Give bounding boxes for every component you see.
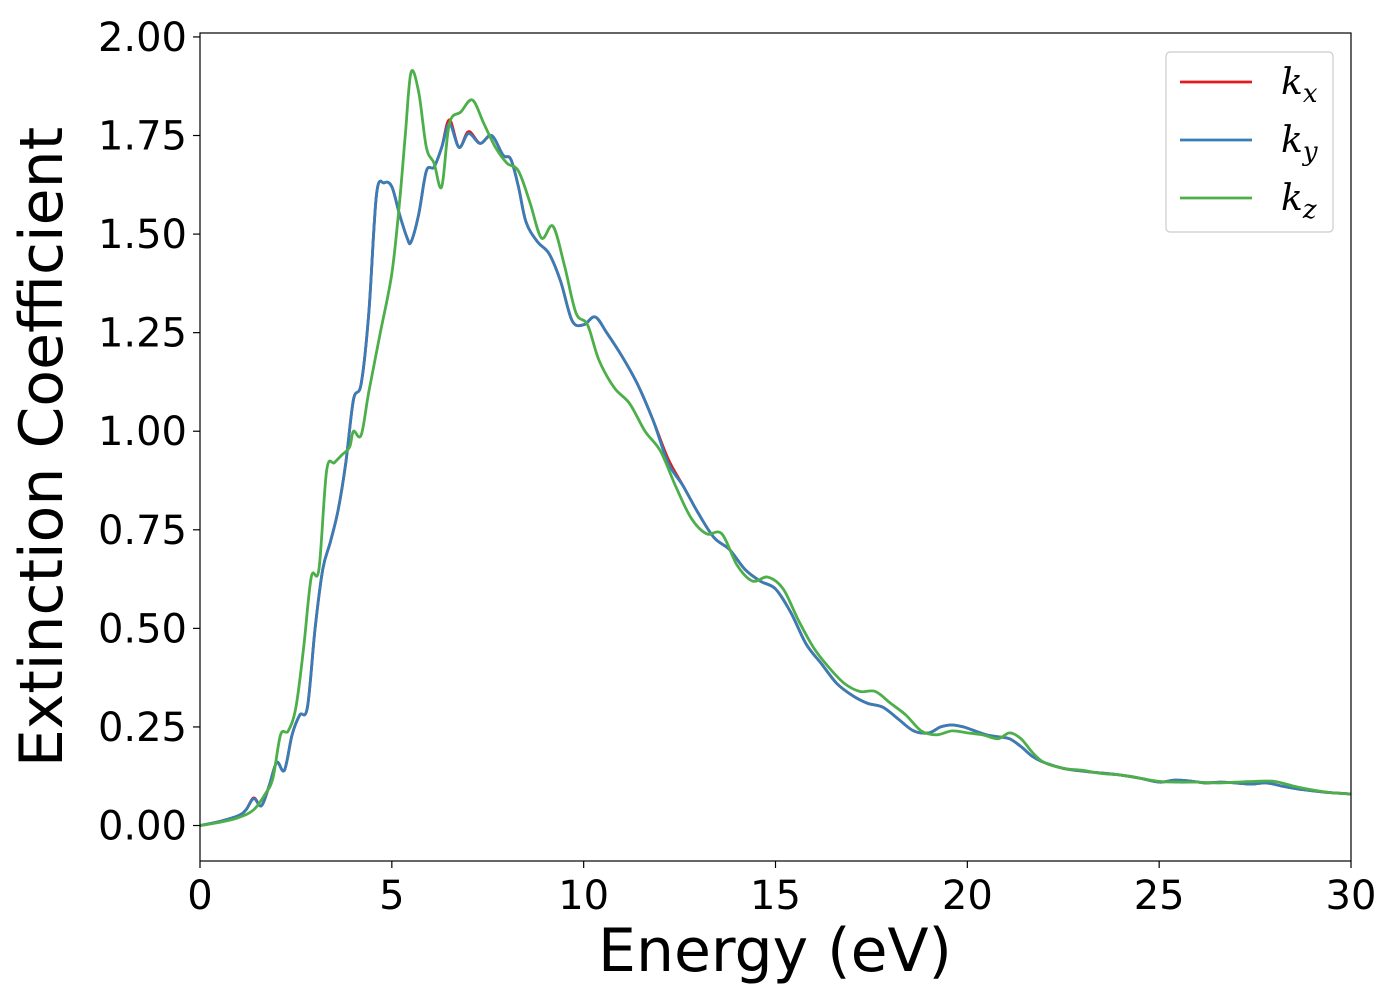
y-tick-label: 1.00 — [98, 409, 187, 455]
legend-label-ky: ky — [1281, 120, 1318, 167]
series-line-kz — [200, 69, 1351, 827]
x-axis-title: Energy (eV) — [598, 916, 952, 986]
x-axis: 0 5 10 15 20 25 30 — [187, 861, 1376, 919]
x-tick-label: 25 — [1134, 873, 1185, 919]
y-tick-label: 0.75 — [98, 508, 187, 554]
legend-label-kz: kz — [1281, 178, 1317, 225]
legend-label-base: k — [1281, 178, 1303, 219]
y-tick-label: 0.50 — [98, 606, 187, 652]
y-tick-label: 2.00 — [98, 15, 187, 61]
x-tick-label: 0 — [187, 873, 212, 919]
y-axis: 0.00 0.25 0.50 0.75 1.00 1.25 1.50 1.75 2.00 — [98, 15, 200, 850]
legend-label-kx: kx — [1281, 62, 1318, 109]
x-tick-label: 5 — [379, 873, 404, 919]
x-tick-label: 10 — [558, 873, 609, 919]
y-tick-label: 1.25 — [98, 311, 187, 357]
y-tick-label: 1.50 — [98, 212, 187, 258]
x-tick-label: 30 — [1326, 873, 1377, 919]
y-tick-label: 1.75 — [98, 114, 187, 160]
legend-label-base: k — [1281, 120, 1303, 161]
legend-label-subscript: x — [1303, 79, 1318, 109]
legend-box — [1165, 51, 1334, 233]
legend-label-subscript: y — [1302, 137, 1318, 167]
y-axis-title: Extinction Coefficient — [7, 127, 77, 767]
legend-label-base: k — [1281, 62, 1303, 103]
y-tick-label: 0.00 — [98, 804, 187, 850]
series-layer — [200, 69, 1351, 827]
y-tick-label: 0.25 — [98, 705, 187, 751]
legend-label-subscript: z — [1302, 195, 1317, 225]
x-tick-label: 15 — [750, 873, 801, 919]
x-tick-label: 20 — [942, 873, 993, 919]
